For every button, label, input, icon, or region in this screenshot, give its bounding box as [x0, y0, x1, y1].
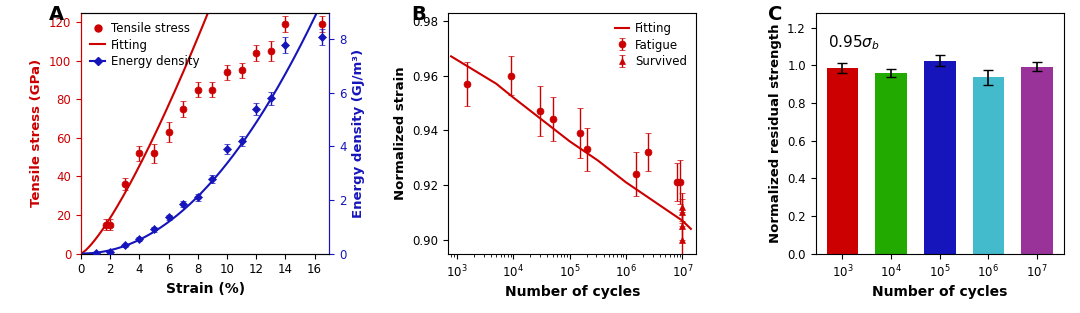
Fitting [592, 159, 605, 162]
Text: A: A [49, 5, 64, 24]
Fitting [121, 187, 134, 191]
Bar [923, 60, 956, 254]
Fitting [620, 181, 633, 184]
Line: Fitting: Fitting [81, 0, 329, 254]
Legend: Fitting, Fatigue, Survived: Fitting, Fatigue, Survived [611, 18, 690, 72]
Fitting [507, 95, 519, 99]
X-axis label: Number of cycles: Number of cycles [504, 285, 640, 300]
Text: 0.95$\sigma_b$: 0.95$\sigma_b$ [828, 33, 880, 52]
Fitting [535, 117, 548, 121]
Line: Fitting: Fitting [451, 56, 691, 229]
Y-axis label: Tensile stress (GPa): Tensile stress (GPa) [30, 59, 43, 207]
Fitting [445, 54, 458, 58]
Fitting [90, 237, 103, 240]
Fitting [489, 82, 502, 86]
Fitting [676, 219, 689, 223]
Bar [875, 73, 907, 254]
Text: B: B [411, 5, 426, 24]
Text: C: C [769, 5, 783, 24]
Legend: Tensile stress, Fitting, Energy density: Tensile stress, Fitting, Energy density [86, 18, 203, 72]
Fitting [140, 149, 153, 152]
Fitting [468, 68, 481, 72]
Fitting [75, 252, 87, 255]
Fitting [563, 139, 576, 143]
Fitting [84, 243, 97, 247]
Bar [826, 68, 859, 254]
Y-axis label: Normalized strain: Normalized strain [394, 66, 407, 200]
Bar [1022, 67, 1053, 254]
X-axis label: Number of cycles: Number of cycles [872, 285, 1008, 300]
Fitting [648, 200, 661, 203]
Y-axis label: Energy density (GJ/m³): Energy density (GJ/m³) [352, 49, 365, 218]
Y-axis label: Normalized residual strength: Normalized residual strength [769, 23, 782, 243]
Bar [973, 78, 1004, 254]
X-axis label: Strain (%): Strain (%) [165, 282, 245, 296]
Fitting [685, 227, 698, 231]
